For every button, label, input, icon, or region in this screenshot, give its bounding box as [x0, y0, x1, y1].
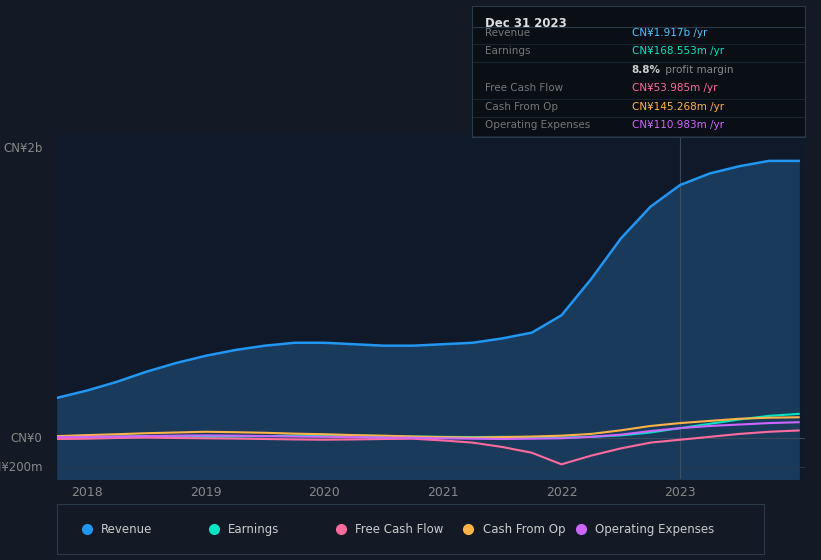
Text: Cash From Op: Cash From Op	[485, 102, 558, 111]
Text: Revenue: Revenue	[485, 28, 530, 38]
Text: Operating Expenses: Operating Expenses	[595, 522, 715, 536]
Text: profit margin: profit margin	[662, 65, 733, 75]
Text: Free Cash Flow: Free Cash Flow	[485, 83, 563, 94]
Text: Free Cash Flow: Free Cash Flow	[355, 522, 444, 536]
Text: CN¥0: CN¥0	[11, 432, 43, 445]
Text: 8.8%: 8.8%	[631, 65, 661, 75]
Text: Earnings: Earnings	[228, 522, 280, 536]
Text: Dec 31 2023: Dec 31 2023	[485, 17, 567, 30]
Text: Operating Expenses: Operating Expenses	[485, 120, 590, 130]
Text: CN¥1.917b /yr: CN¥1.917b /yr	[631, 28, 707, 38]
Text: Earnings: Earnings	[485, 46, 531, 57]
Text: -CN¥200m: -CN¥200m	[0, 461, 43, 474]
Text: CN¥2b: CN¥2b	[3, 142, 43, 155]
Text: CN¥110.983m /yr: CN¥110.983m /yr	[631, 120, 723, 130]
Text: CN¥53.985m /yr: CN¥53.985m /yr	[631, 83, 718, 94]
Text: CN¥168.553m /yr: CN¥168.553m /yr	[631, 46, 724, 57]
Text: Revenue: Revenue	[101, 522, 153, 536]
Text: CN¥145.268m /yr: CN¥145.268m /yr	[631, 102, 724, 111]
Text: Cash From Op: Cash From Op	[483, 522, 565, 536]
